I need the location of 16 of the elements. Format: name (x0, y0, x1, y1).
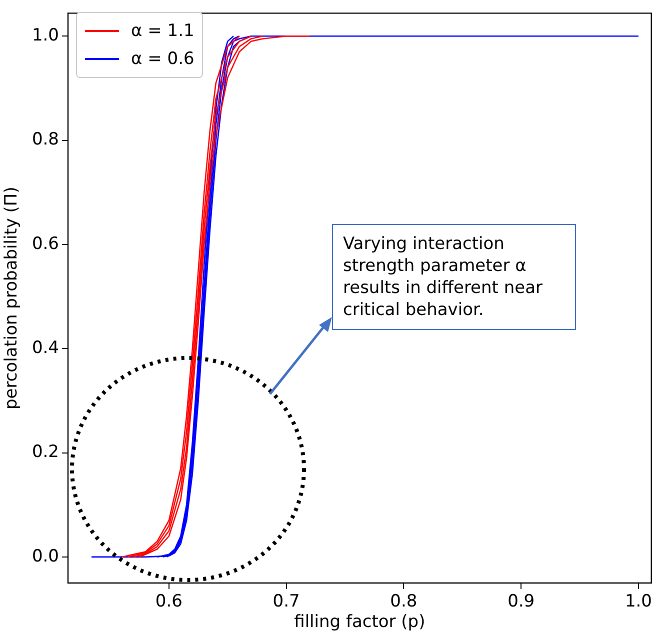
y-tick-label: 1.0 (32, 26, 59, 46)
legend-label: α = 0.6 (131, 49, 194, 69)
x-tick-label: 0.7 (272, 592, 300, 612)
y-axis-title: percolation probability (Π) (2, 186, 22, 410)
x-axis-title: filling factor (p) (294, 612, 426, 632)
x-tick-label: 1.0 (624, 592, 652, 612)
y-tick-label: 0.4 (32, 338, 59, 358)
y-tick-label: 0.2 (32, 442, 59, 462)
y-tick-label: 0.6 (32, 234, 59, 254)
x-tick-label: 0.8 (390, 592, 418, 612)
x-tick-label: 0.6 (155, 592, 182, 612)
annotation: Varying interaction strength parameter α results in different near critical behavior. (332, 224, 576, 330)
y-tick-label: 0.0 (32, 546, 59, 566)
legend-label: α = 1.1 (131, 21, 194, 41)
y-tick-label: 0.8 (32, 130, 59, 150)
x-tick-label: 0.9 (508, 592, 535, 612)
